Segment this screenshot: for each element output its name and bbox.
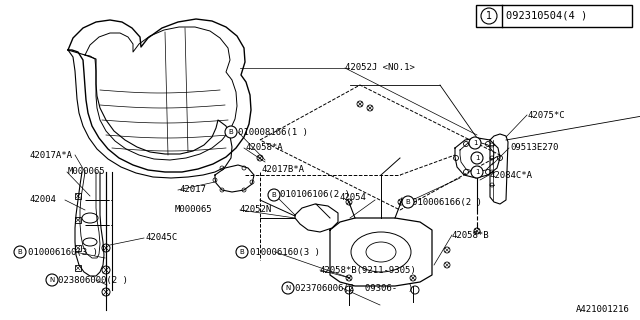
Circle shape	[102, 244, 110, 252]
Bar	[75, 245, 81, 251]
Text: 42052J <NO.1>: 42052J <NO.1>	[345, 63, 415, 73]
Text: 42084C*A: 42084C*A	[490, 171, 533, 180]
Circle shape	[469, 137, 481, 149]
Circle shape	[490, 170, 494, 174]
Text: B: B	[406, 199, 410, 205]
Circle shape	[471, 152, 483, 164]
Text: 092310504(4 ): 092310504(4 )	[506, 11, 588, 21]
Circle shape	[236, 246, 248, 258]
Circle shape	[102, 266, 110, 274]
Circle shape	[463, 141, 468, 147]
Circle shape	[454, 156, 458, 161]
Circle shape	[463, 170, 468, 174]
Circle shape	[490, 183, 494, 187]
Circle shape	[367, 105, 373, 111]
Circle shape	[402, 196, 414, 208]
Text: B: B	[18, 249, 22, 255]
Circle shape	[490, 143, 494, 147]
Circle shape	[242, 188, 246, 192]
Circle shape	[250, 180, 254, 184]
Bar	[75, 265, 81, 271]
Circle shape	[486, 141, 490, 147]
Circle shape	[481, 8, 497, 24]
Circle shape	[398, 199, 404, 205]
Circle shape	[345, 286, 353, 294]
Text: 42017B*A: 42017B*A	[262, 165, 305, 174]
Text: 010008166(1 ): 010008166(1 )	[238, 127, 308, 137]
Text: A421001216: A421001216	[576, 305, 630, 314]
Circle shape	[242, 166, 246, 170]
Text: 42054: 42054	[340, 194, 367, 203]
Circle shape	[471, 166, 483, 178]
Text: 42045C: 42045C	[145, 234, 177, 243]
Circle shape	[46, 274, 58, 286]
Circle shape	[213, 178, 217, 182]
Circle shape	[444, 247, 450, 253]
Text: 42058*B: 42058*B	[452, 230, 490, 239]
Text: 010006166(2 ): 010006166(2 )	[412, 197, 482, 206]
Text: 42075*C: 42075*C	[528, 110, 566, 119]
Text: B: B	[239, 249, 244, 255]
Circle shape	[411, 286, 419, 294]
Text: 023706006(2  09306-  ): 023706006(2 09306- )	[295, 284, 413, 292]
Circle shape	[268, 189, 280, 201]
Circle shape	[282, 282, 294, 294]
Circle shape	[225, 126, 237, 138]
Text: N: N	[49, 277, 54, 283]
Circle shape	[497, 156, 502, 161]
Text: 1: 1	[486, 11, 492, 21]
Bar	[75, 217, 81, 223]
Text: 010006160(3 ): 010006160(3 )	[250, 247, 320, 257]
Circle shape	[474, 228, 480, 234]
Circle shape	[220, 188, 224, 192]
Text: B: B	[271, 192, 276, 198]
Circle shape	[444, 262, 450, 268]
Text: M000065: M000065	[175, 205, 212, 214]
Circle shape	[220, 166, 224, 170]
Text: 42058*B(9211-9305): 42058*B(9211-9305)	[320, 266, 417, 275]
Text: N: N	[285, 285, 291, 291]
Text: 010106106(2 ): 010106106(2 )	[280, 190, 350, 199]
Circle shape	[357, 101, 363, 107]
Text: 1: 1	[473, 140, 477, 146]
Text: 09513E270: 09513E270	[510, 143, 558, 153]
Text: 1: 1	[475, 169, 479, 175]
Circle shape	[410, 275, 416, 281]
Text: 42017: 42017	[180, 186, 207, 195]
Text: 023806000(2 ): 023806000(2 )	[58, 276, 128, 284]
Circle shape	[346, 275, 352, 281]
Text: 42017A*A: 42017A*A	[30, 150, 73, 159]
Text: 010006160(3 ): 010006160(3 )	[28, 247, 98, 257]
Circle shape	[14, 246, 26, 258]
Circle shape	[257, 155, 263, 161]
Circle shape	[490, 156, 494, 160]
Circle shape	[346, 199, 352, 205]
Text: 1: 1	[475, 155, 479, 161]
Text: 42058*A: 42058*A	[245, 143, 283, 153]
Text: 42052N: 42052N	[240, 205, 272, 214]
Bar	[476, 5, 632, 27]
Text: B: B	[228, 129, 234, 135]
Circle shape	[102, 288, 110, 296]
Circle shape	[486, 170, 490, 174]
Text: M000065: M000065	[68, 167, 106, 177]
Bar	[75, 193, 81, 199]
Text: 42004: 42004	[30, 196, 57, 204]
